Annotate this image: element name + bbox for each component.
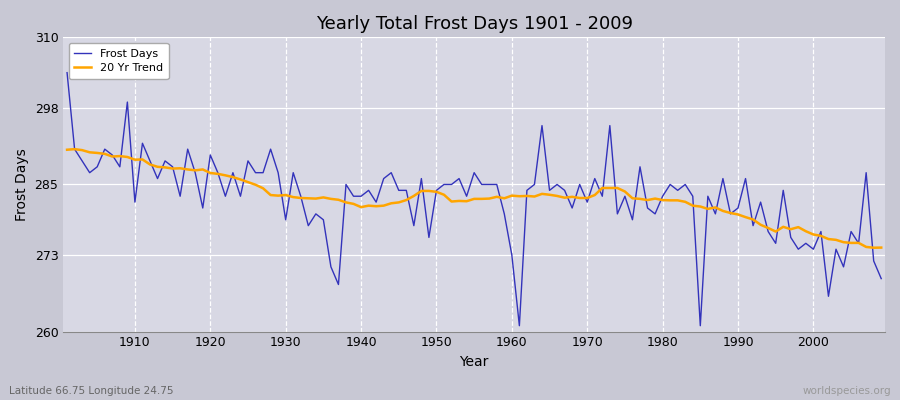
Line: Frost Days: Frost Days (68, 73, 881, 326)
20 Yr Trend (868, 245, 879, 250)
Title: Yearly Total Frost Days 1901 - 2009: Yearly Total Frost Days 1901 - 2009 (316, 15, 633, 33)
20 Yr Trend (514, 194, 525, 199)
20 Yr Trend (605, 186, 616, 190)
20 Yr Trend (69, 147, 80, 152)
20 Yr Trend (340, 200, 351, 205)
Frost Days (876, 276, 886, 281)
Text: Latitude 66.75 Longitude 24.75: Latitude 66.75 Longitude 24.75 (9, 386, 174, 396)
20 Yr Trend (876, 245, 886, 250)
Y-axis label: Frost Days: Frost Days (15, 148, 29, 221)
Frost Days (122, 100, 133, 104)
Legend: Frost Days, 20 Yr Trend: Frost Days, 20 Yr Trend (68, 43, 168, 79)
20 Yr Trend (295, 196, 306, 200)
Text: worldspecies.org: worldspecies.org (803, 386, 891, 396)
Frost Days (499, 212, 509, 216)
X-axis label: Year: Year (460, 355, 489, 369)
Frost Days (333, 282, 344, 287)
Line: 20 Yr Trend: 20 Yr Trend (68, 149, 881, 248)
Frost Days (514, 323, 525, 328)
20 Yr Trend (62, 147, 73, 152)
Frost Days (507, 253, 517, 258)
Frost Days (288, 170, 299, 175)
20 Yr Trend (507, 193, 517, 198)
Frost Days (62, 70, 73, 75)
Frost Days (605, 123, 616, 128)
20 Yr Trend (130, 157, 140, 162)
